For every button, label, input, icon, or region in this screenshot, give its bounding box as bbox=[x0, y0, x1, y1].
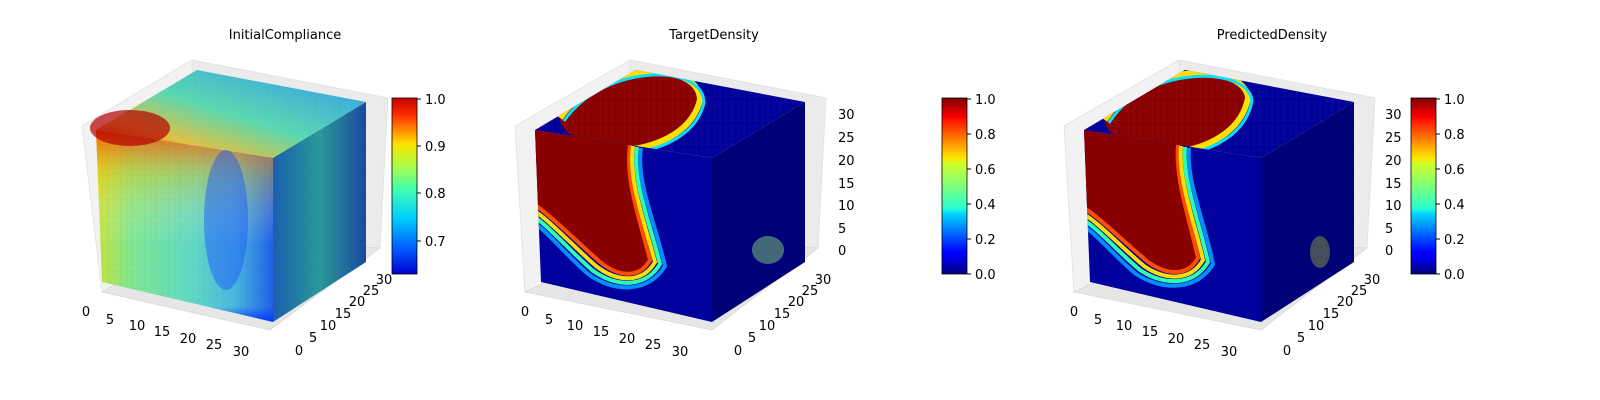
y-tick-label: 10 bbox=[1308, 319, 1325, 334]
x-tick-label: 5 bbox=[545, 313, 553, 328]
x-tick-label: 0 bbox=[521, 305, 529, 320]
z-tick-label: 10 bbox=[838, 199, 855, 214]
y-tick-label: 10 bbox=[759, 319, 776, 334]
y-axis-ticks: 0 5 10 15 20 25 30 bbox=[734, 273, 831, 359]
colorbar-tick-label: 0.9 bbox=[425, 140, 446, 155]
y-tick-label: 30 bbox=[376, 273, 393, 288]
y-tick-label: 20 bbox=[788, 295, 805, 310]
y-tick-label: 25 bbox=[1351, 284, 1368, 299]
y-axis-ticks: 0 5 10 15 20 25 30 bbox=[1283, 273, 1380, 359]
z-tick-label: 15 bbox=[1385, 177, 1402, 192]
y-tick-label: 25 bbox=[363, 284, 380, 299]
x-tick-label: 15 bbox=[154, 325, 171, 340]
colorbar-tick-label: 0.7 bbox=[425, 235, 446, 250]
x-tick-label: 15 bbox=[593, 325, 610, 340]
colorbar-tick-label: 0.6 bbox=[975, 163, 996, 178]
colorbar-ticks: 0.7 0.8 0.9 1.0 bbox=[417, 93, 446, 250]
z-tick-label: 0 bbox=[1385, 244, 1393, 259]
colorbar-tick-label: 0.2 bbox=[1444, 233, 1465, 248]
x-tick-label: 30 bbox=[672, 345, 689, 360]
y-tick-label: 30 bbox=[815, 273, 832, 288]
x-tick-label: 0 bbox=[82, 305, 90, 320]
colorbar-tick-label: 1.0 bbox=[975, 93, 996, 108]
z-tick-label: 25 bbox=[838, 131, 855, 146]
y-tick-label: 20 bbox=[1337, 295, 1354, 310]
x-tick-label: 20 bbox=[180, 332, 197, 347]
y-axis-ticks: 0 5 10 15 20 25 30 bbox=[295, 273, 392, 359]
x-tick-label: 30 bbox=[233, 345, 250, 360]
panel-title: InitialCompliance bbox=[229, 28, 342, 43]
z-axis-ticks: 0 5 10 15 20 25 30 bbox=[1385, 108, 1402, 259]
y-tick-label: 5 bbox=[1297, 331, 1305, 346]
colorbar-tick-label: 0.6 bbox=[1444, 163, 1465, 178]
y-tick-label: 10 bbox=[320, 319, 337, 334]
y-tick-label: 0 bbox=[1283, 344, 1291, 359]
x-axis-ticks: 0 5 10 15 20 25 30 bbox=[82, 305, 249, 360]
panel-title: TargetDensity bbox=[668, 28, 759, 43]
z-tick-label: 5 bbox=[1385, 222, 1393, 237]
x-tick-label: 10 bbox=[1116, 319, 1133, 334]
y-tick-label: 5 bbox=[748, 331, 756, 346]
colorbar-tick-label: 0.0 bbox=[975, 268, 996, 283]
y-tick-label: 15 bbox=[774, 307, 791, 322]
colorbar-tick-label: 1.0 bbox=[425, 93, 446, 108]
x-tick-label: 20 bbox=[1168, 332, 1185, 347]
colorbar-tick-label: 1.0 bbox=[1444, 93, 1465, 108]
colorbar-gradient bbox=[941, 97, 968, 275]
colorbar-tick-label: 0.8 bbox=[1444, 128, 1465, 143]
panel-predicted-density: PredictedDensity 0 5 10 15 20 bbox=[1063, 28, 1465, 360]
colorbar-tick-label: 0.4 bbox=[1444, 198, 1465, 213]
colorbar-gradient bbox=[1410, 97, 1437, 275]
panel-initial-compliance: InitialCompliance 0 5 10 15 20 25 30 0 5… bbox=[81, 28, 446, 360]
y-tick-label: 20 bbox=[349, 295, 366, 310]
colorbar-tick-label: 0.0 bbox=[1444, 268, 1465, 283]
z-axis-ticks: 0 5 10 15 20 25 30 bbox=[838, 108, 855, 259]
x-axis-ticks: 0 5 10 15 20 25 30 bbox=[1070, 305, 1237, 360]
x-axis-ticks: 0 5 10 15 20 25 30 bbox=[521, 305, 688, 360]
z-tick-label: 20 bbox=[838, 154, 855, 169]
y-tick-label: 0 bbox=[295, 344, 303, 359]
panel-title: PredictedDensity bbox=[1217, 28, 1328, 43]
colorbar-ticks: 0.0 0.2 0.4 0.6 0.8 1.0 bbox=[967, 93, 996, 283]
colorbar-tick-label: 0.8 bbox=[425, 187, 446, 202]
z-tick-label: 0 bbox=[838, 244, 846, 259]
y-tick-label: 5 bbox=[309, 331, 317, 346]
colorbar-tick-label: 0.2 bbox=[975, 233, 996, 248]
x-tick-label: 0 bbox=[1070, 305, 1078, 320]
z-tick-label: 30 bbox=[1385, 108, 1402, 123]
x-tick-label: 20 bbox=[619, 332, 636, 347]
x-tick-label: 30 bbox=[1221, 345, 1238, 360]
y-tick-label: 15 bbox=[335, 307, 352, 322]
panel-target-density: TargetDensity 0 5 10 15 20 bbox=[514, 28, 996, 360]
y-tick-label: 0 bbox=[734, 344, 742, 359]
colorbar-tick-label: 0.4 bbox=[975, 198, 996, 213]
colorbar: 0.0 0.2 0.4 0.6 0.8 1.0 bbox=[941, 93, 996, 283]
colorbar: 0.7 0.8 0.9 1.0 bbox=[391, 93, 446, 275]
x-tick-label: 10 bbox=[129, 319, 146, 334]
x-tick-label: 25 bbox=[206, 338, 223, 353]
y-tick-label: 25 bbox=[802, 284, 819, 299]
x-tick-label: 10 bbox=[567, 319, 584, 334]
x-tick-label: 5 bbox=[1094, 313, 1102, 328]
colorbar-tick-label: 0.8 bbox=[975, 128, 996, 143]
colorbar-ticks: 0.0 0.2 0.4 0.6 0.8 1.0 bbox=[1436, 93, 1465, 283]
z-tick-label: 20 bbox=[1385, 154, 1402, 169]
x-tick-label: 15 bbox=[1142, 325, 1159, 340]
x-tick-label: 5 bbox=[106, 313, 114, 328]
colorbar-gradient bbox=[391, 97, 418, 275]
z-tick-label: 5 bbox=[838, 222, 846, 237]
z-tick-label: 25 bbox=[1385, 131, 1402, 146]
z-tick-label: 10 bbox=[1385, 199, 1402, 214]
z-tick-label: 30 bbox=[838, 108, 855, 123]
z-tick-label: 15 bbox=[838, 177, 855, 192]
y-tick-label: 30 bbox=[1364, 273, 1381, 288]
x-tick-label: 25 bbox=[1194, 338, 1211, 353]
y-tick-label: 15 bbox=[1323, 307, 1340, 322]
x-tick-label: 25 bbox=[645, 338, 662, 353]
colorbar: 0.0 0.2 0.4 0.6 0.8 1.0 bbox=[1410, 93, 1465, 283]
